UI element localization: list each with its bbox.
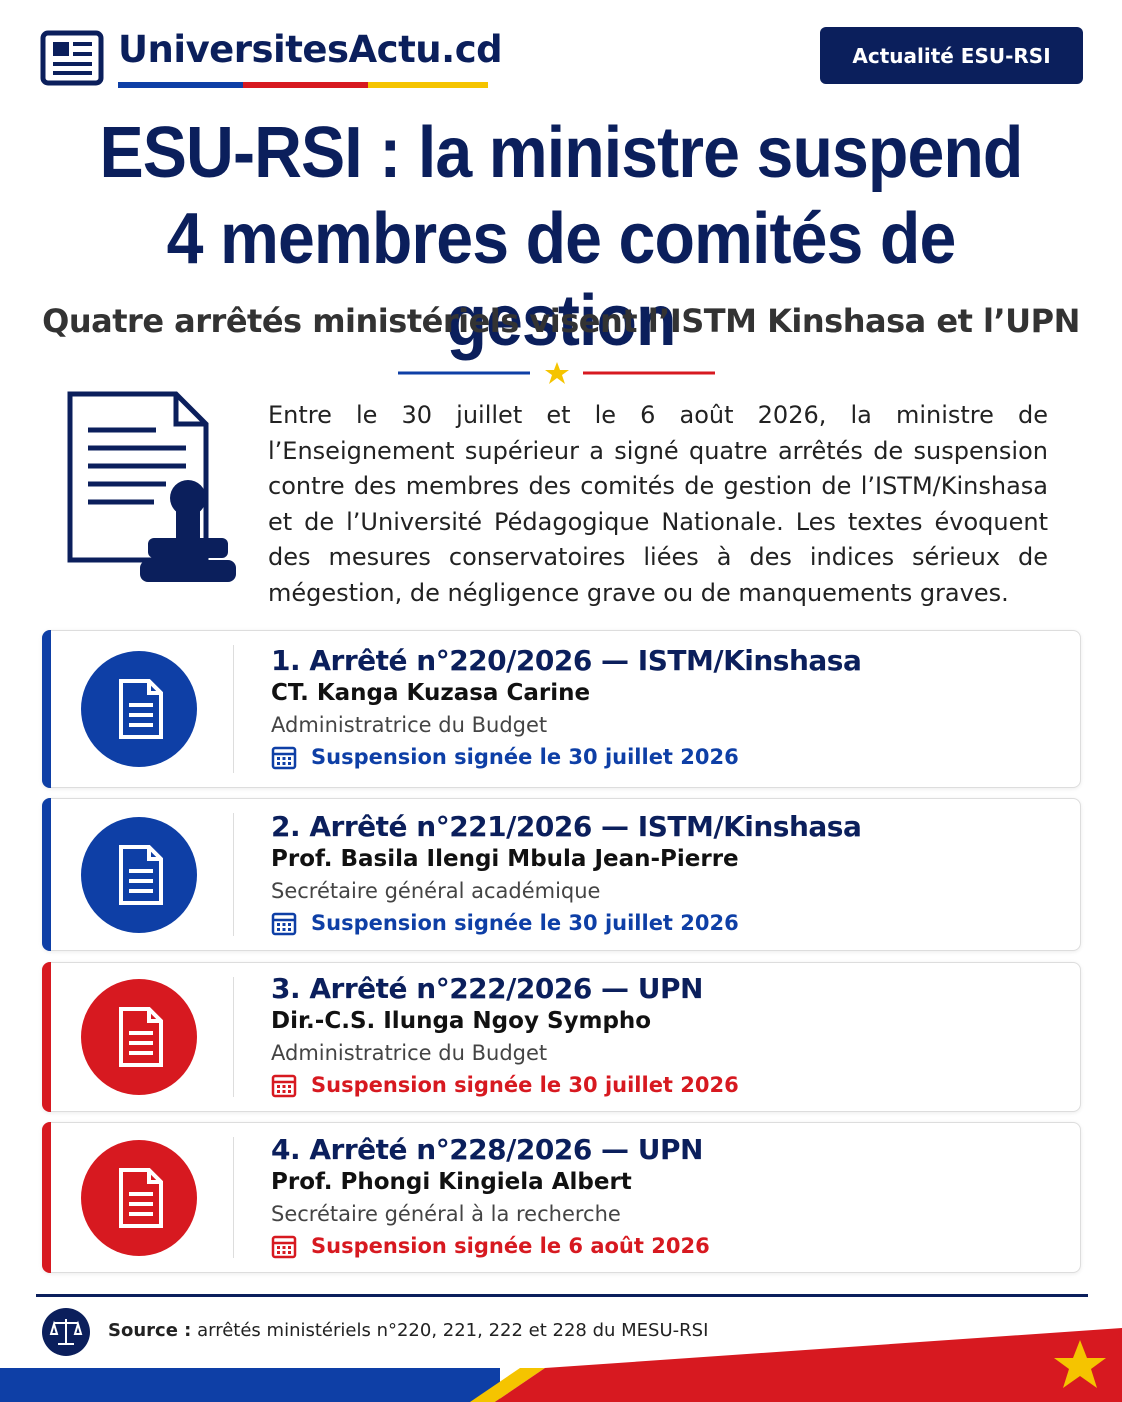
- card-accent: [42, 798, 51, 951]
- card-divider: [233, 977, 234, 1097]
- card-heading: 1. Arrêté n°220/2026 — ISTM/Kinshasa: [271, 644, 862, 677]
- card-date-row: Suspension signée le 30 juillet 2026: [271, 1069, 739, 1101]
- calendar-icon: [271, 1074, 297, 1098]
- card-heading: 3. Arrêté n°222/2026 — UPN: [271, 972, 703, 1005]
- document-stamp-icon: [67, 391, 236, 582]
- document-icon: [81, 651, 197, 767]
- card-heading: 2. Arrêté n°221/2026 — ISTM/Kinshasa: [271, 809, 862, 843]
- card-date-row: Suspension signée le 30 juillet 2026: [271, 741, 861, 773]
- intro-paragraph: Entre le 30 juillet et le 6 août 2026, l…: [268, 401, 1048, 607]
- calendar-icon: [271, 1235, 297, 1258]
- logo-icon: [40, 30, 104, 86]
- badge: Actualité ESU-RSI: [820, 27, 1083, 84]
- calendar-icon: [271, 746, 297, 770]
- card-role: Secrétaire général à la recherche: [271, 1201, 621, 1226]
- subtitle: Quatre arrêtés ministériels visent l’IST…: [42, 302, 1080, 340]
- card-role: Administratrice du Budget: [271, 713, 548, 737]
- card-date: Suspension signée le 30 juillet 2026: [311, 1073, 739, 1097]
- card-date-row: Suspension signée le 30 juillet 2026: [271, 907, 861, 939]
- source-label: Source :: [108, 1320, 192, 1341]
- title-line: 4 membres de comités de gestion: [166, 199, 957, 361]
- card-text: 2. Arrêté n°221/2026 — ISTM/Kinshasa Prof…: [271, 809, 862, 939]
- card-divider: [233, 645, 234, 773]
- card-role: Secrétaire général académique: [271, 878, 601, 903]
- card-text: 1. Arrêté n°220/2026 — ISTM/Kinshasa CT. …: [271, 644, 862, 773]
- card-heading: 4. Arrêté n°228/2026 — UPN: [271, 1132, 703, 1166]
- card-name: Prof. Basila Ilengi Mbula Jean-Pierre: [271, 845, 739, 872]
- scales-icon: [42, 1308, 90, 1356]
- card-date: Suspension signée le 30 juillet 2026: [311, 745, 739, 769]
- card: 4. Arrêté n°228/2026 — UPN Prof. Phongi K…: [42, 1122, 1081, 1273]
- card-role: Administratrice du Budget: [271, 1041, 548, 1065]
- card-date-row: Suspension signée le 6 août 2026: [271, 1230, 710, 1262]
- divider: [398, 362, 715, 384]
- card-accent: [42, 1122, 51, 1273]
- logo-underline: [118, 82, 488, 88]
- card: 1. Arrêté n°220/2026 — ISTM/Kinshasa CT. …: [42, 630, 1081, 788]
- title-line: ESU-RSI : la ministre suspend: [99, 113, 1024, 193]
- source: Source : arrêtés ministériels n°220, 221…: [108, 1320, 708, 1341]
- source-text: arrêtés ministériels n°220, 221, 222 et …: [197, 1320, 709, 1341]
- card-accent: [42, 962, 51, 1112]
- card-text: 3. Arrêté n°222/2026 — UPN Dir.-C.S. Ilun…: [271, 973, 739, 1101]
- card-text: 4. Arrêté n°228/2026 — UPN Prof. Phongi K…: [271, 1132, 710, 1262]
- card-name: Dir.-C.S. Ilunga Ngoy Sympho: [271, 1008, 652, 1034]
- card-name: CT. Kanga Kuzasa Carine: [271, 680, 591, 706]
- document-icon: [81, 816, 197, 933]
- flag-band: [0, 1328, 1122, 1402]
- card-divider: [233, 1137, 234, 1258]
- card: 3. Arrêté n°222/2026 — UPN Dir.-C.S. Ilun…: [42, 962, 1081, 1112]
- document-icon: [81, 1139, 197, 1256]
- footer-rule: [36, 1294, 1088, 1297]
- card-name: Prof. Phongi Kingiela Albert: [271, 1168, 632, 1195]
- logo: UniversitesActu.cd: [118, 28, 503, 71]
- document-icon: [81, 979, 197, 1095]
- card-date: Suspension signée le 30 juillet 2026: [311, 910, 739, 935]
- card: 2. Arrêté n°221/2026 — ISTM/Kinshasa Prof…: [42, 798, 1081, 951]
- card-accent: [42, 630, 51, 788]
- card-divider: [233, 813, 234, 936]
- card-date: Suspension signée le 6 août 2026: [311, 1233, 710, 1258]
- calendar-icon: [271, 912, 297, 935]
